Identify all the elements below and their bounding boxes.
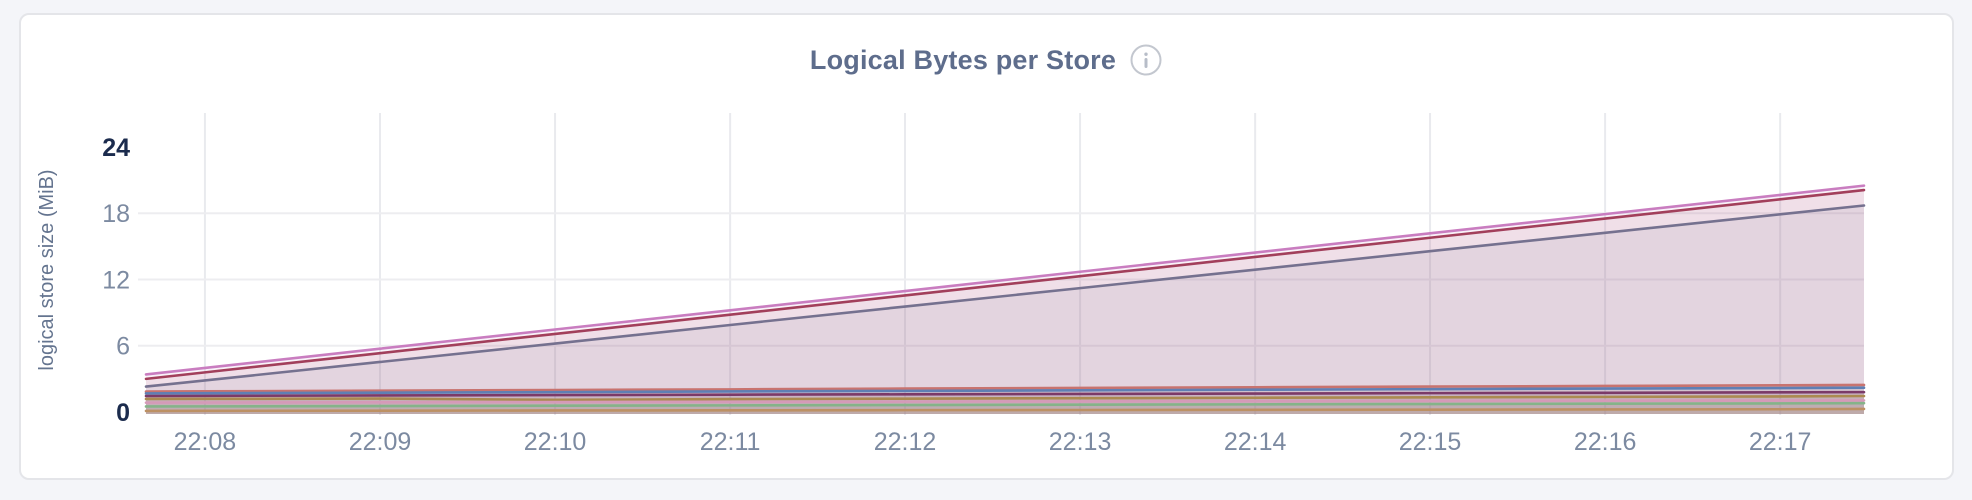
series-line-store-1 [144,184,1866,376]
x-tick-label: 22:17 [1749,428,1812,456]
y-tick-label: 24 [102,134,130,162]
x-tick-label: 22:14 [1224,428,1287,456]
series-line-store-10 [144,407,1866,413]
series-line-store-3 [144,204,1866,388]
series-area-store-1 [146,185,1864,414]
x-tick-label: 22:15 [1399,428,1462,456]
series-line-store-2 [144,188,1866,381]
x-tick-label: 22:12 [874,428,937,456]
x-tick-label: 22:16 [1574,428,1637,456]
chart-title: Logical Bytes per Store [809,44,1117,75]
series-line-store-9 [144,401,1866,408]
x-tick-label: 22:09 [349,428,412,456]
series-area-store-2 [146,190,1864,414]
info-circle-icon[interactable] [1129,43,1163,77]
y-tick-label: 12 [102,266,130,294]
y-tick-label: 18 [102,200,130,228]
x-tick-label: 22:11 [700,428,761,456]
series-line-store-7 [144,394,1866,402]
y-tick-label: 6 [116,333,130,361]
y-tick-label: 0 [116,399,130,427]
series-line-store-5 [144,386,1866,395]
x-tick-label: 22:08 [174,428,237,456]
series-line-store-6 [144,390,1866,398]
series-area-store-3 [146,205,1864,414]
y-axis-title: logical store size (MiB) [36,169,58,370]
x-tick-label: 22:13 [1049,428,1112,456]
x-tick-label: 22:10 [524,428,587,456]
series-line-store-8 [144,399,1866,404]
chart-header: Logical Bytes per Store [21,15,1952,77]
series-line-store-4 [144,383,1866,393]
